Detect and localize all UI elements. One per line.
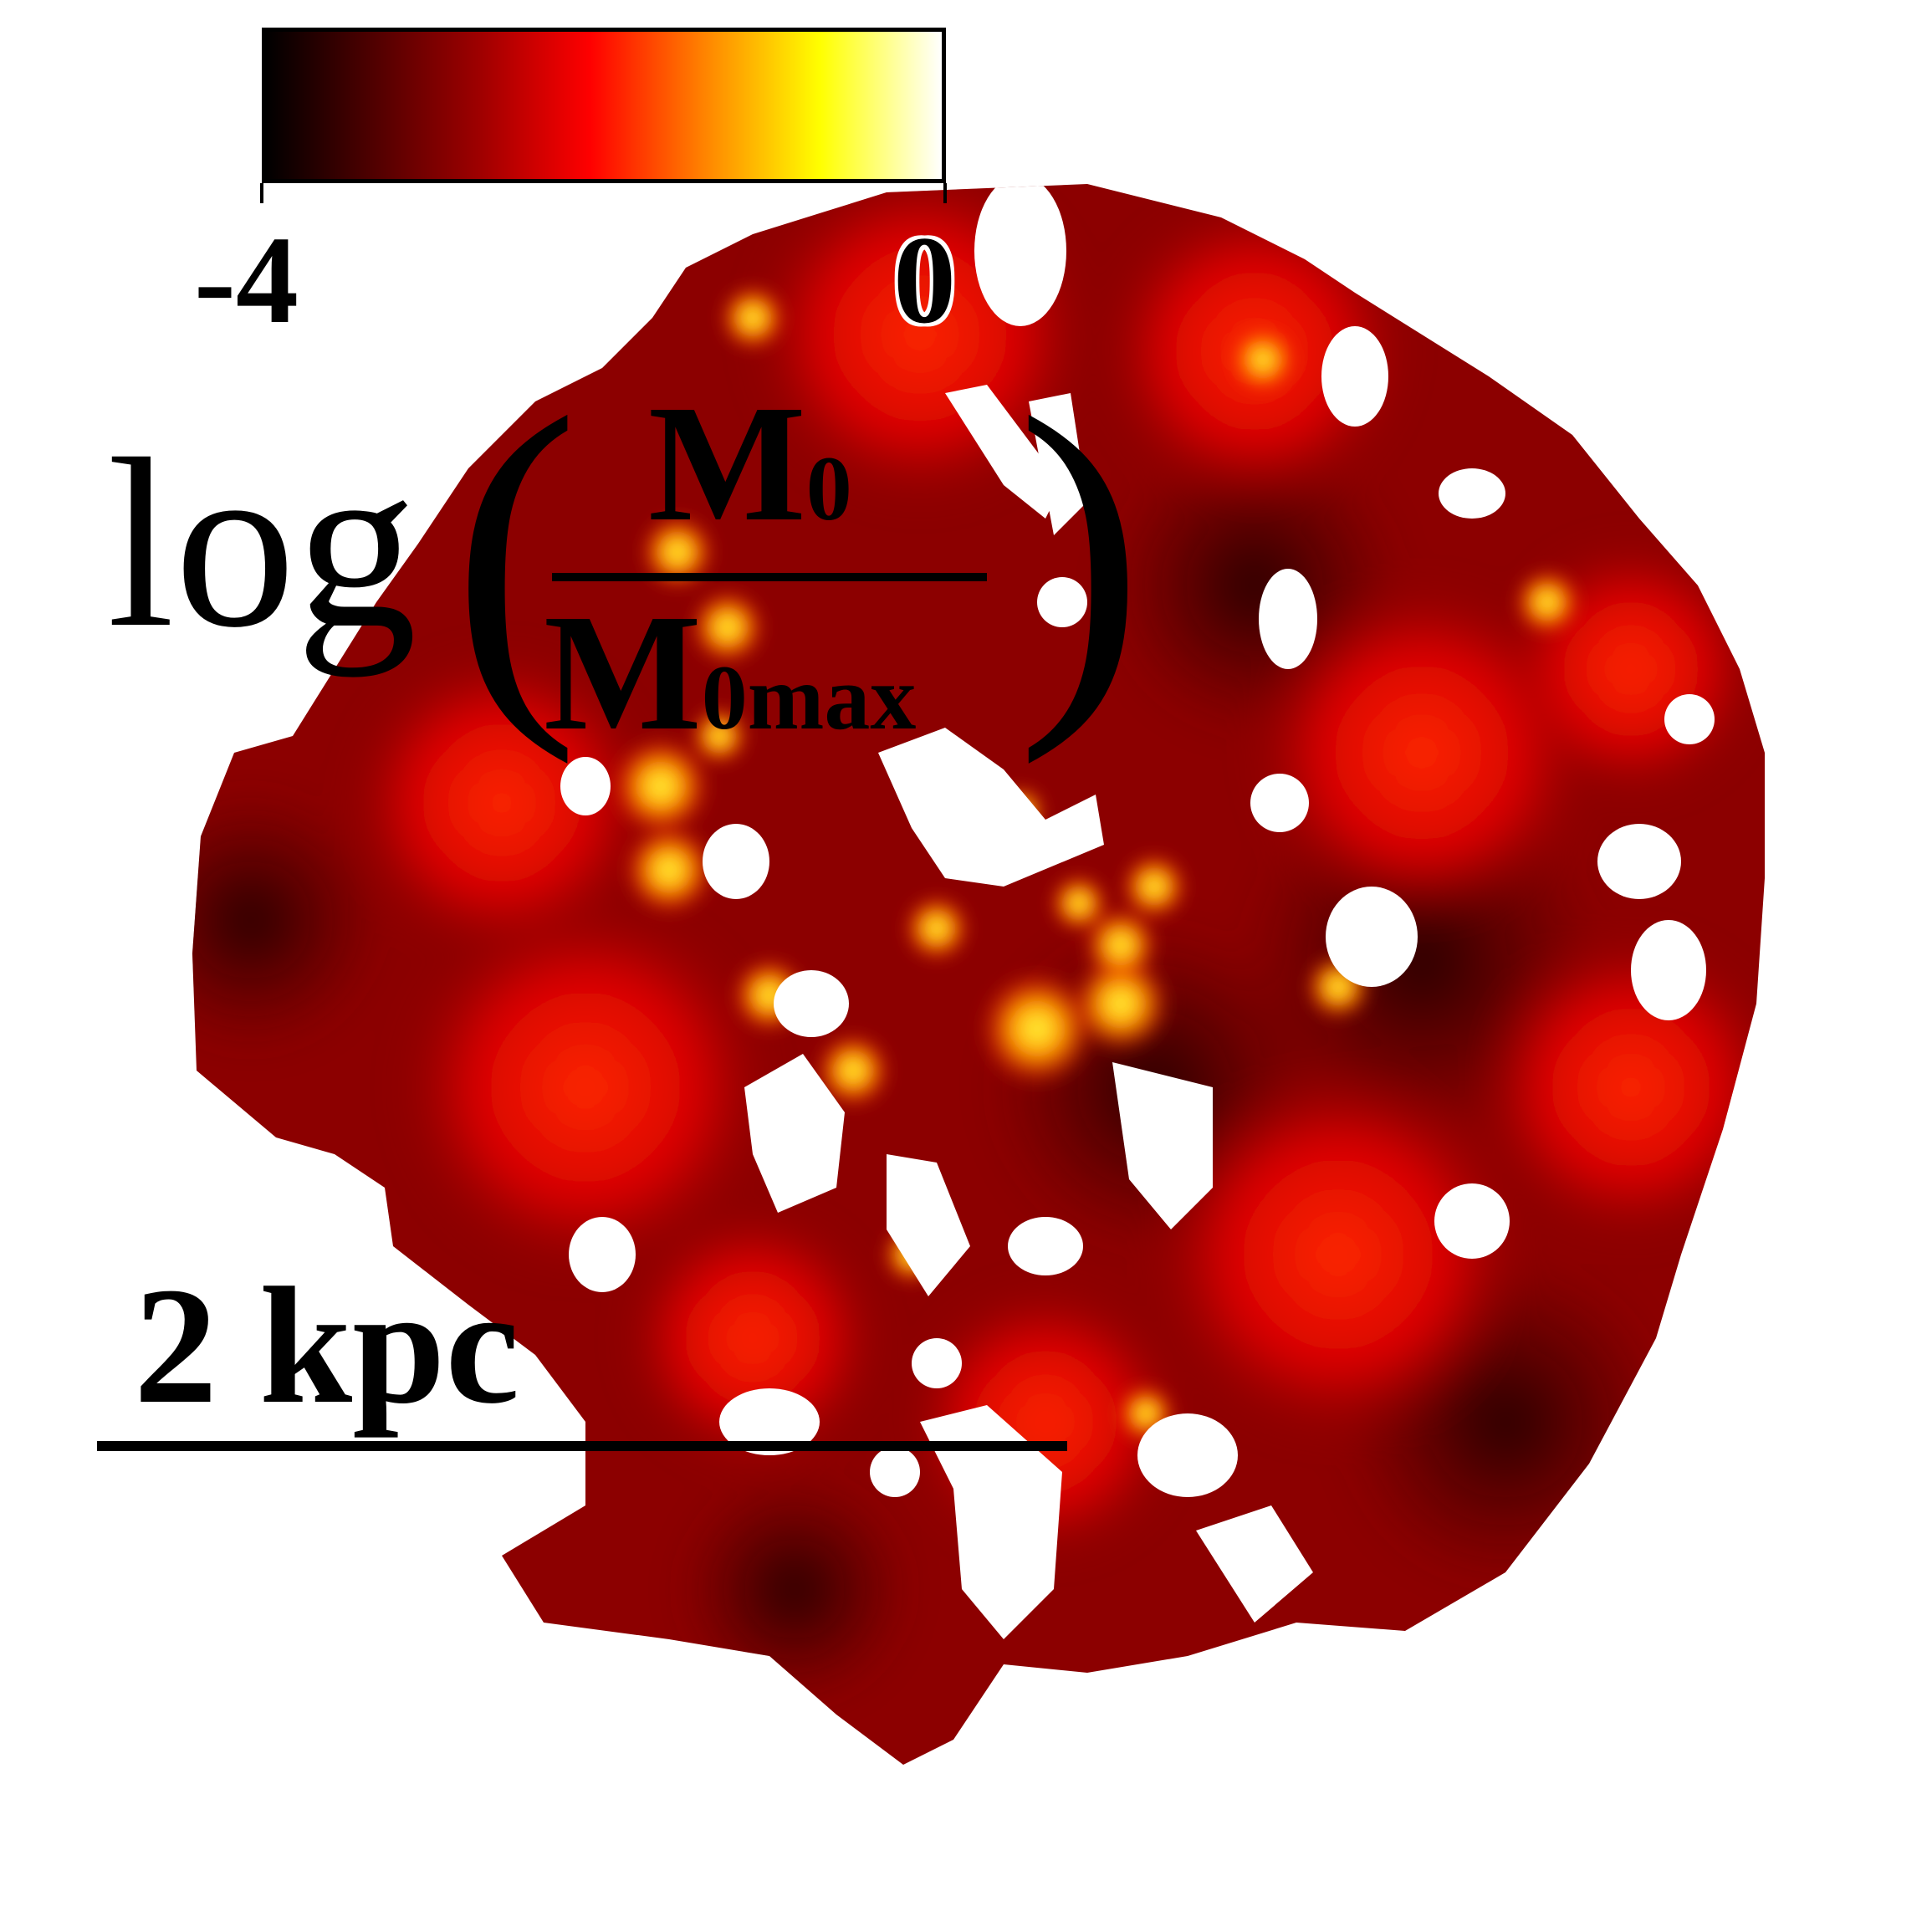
- colorbar-tick-min: [260, 183, 263, 203]
- scale-bar: [97, 1441, 1067, 1451]
- colorbar-tick-max: [943, 183, 947, 203]
- formula-denominator-sub: 0max: [701, 647, 917, 749]
- scale-bar-label: 2 kpc: [134, 1254, 520, 1439]
- formula-fraction-bar: [552, 573, 987, 581]
- colorbar-max-label: 0: [893, 211, 956, 350]
- formula-close-paren: ): [1016, 339, 1145, 765]
- formula-numerator-base: M: [648, 371, 806, 556]
- colorbar-min-label: -4: [194, 211, 299, 350]
- formula-numerator-sub: 0: [805, 437, 852, 539]
- formula-log: log: [107, 409, 417, 677]
- formula-open-paren: (: [452, 339, 580, 765]
- formula-denominator: M0max: [544, 590, 916, 757]
- colorbar: [262, 28, 946, 183]
- formula-denominator-base: M: [544, 580, 702, 765]
- formula-numerator: M0: [648, 381, 852, 548]
